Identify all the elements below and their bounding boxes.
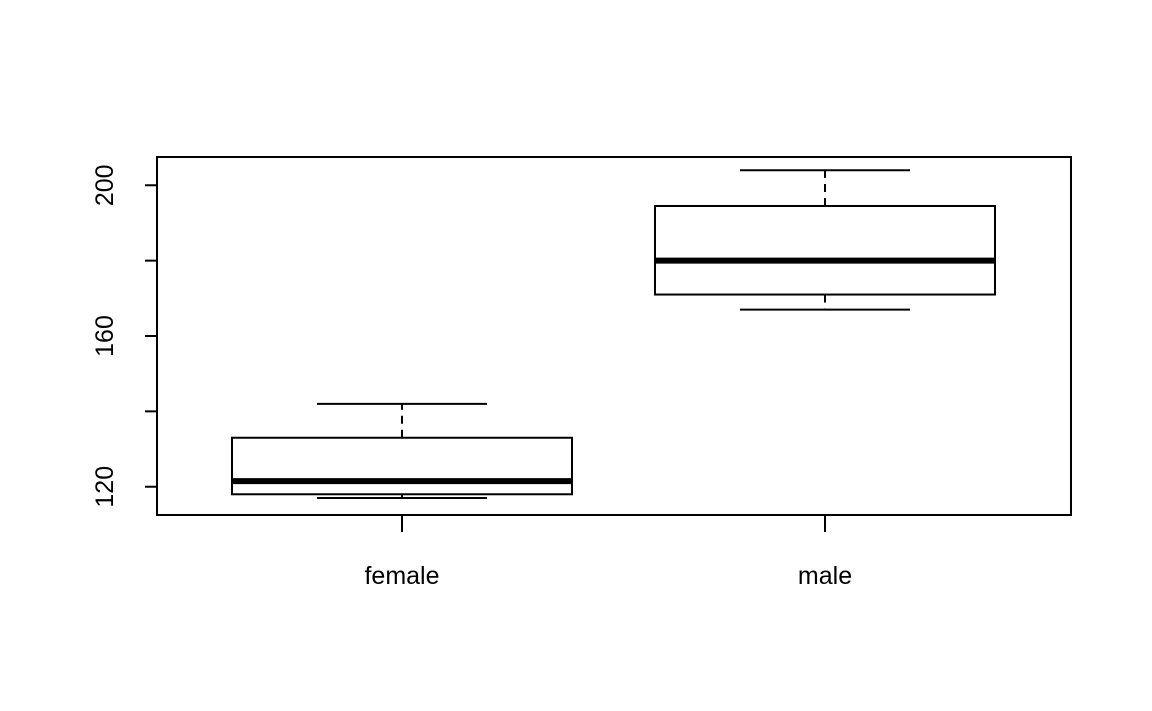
x-tick-label-male: male <box>798 562 852 590</box>
x-axis: female male <box>364 515 852 590</box>
box-male <box>654 169 996 311</box>
y-axis: 120 160 200 <box>91 164 158 508</box>
y-tick-label: 120 <box>91 466 119 508</box>
y-tick-label: 160 <box>91 315 119 357</box>
boxes-group <box>231 169 996 500</box>
x-tick-label-female: female <box>364 562 439 590</box>
y-tick-label: 200 <box>91 164 119 206</box>
box-female <box>231 402 573 500</box>
iqr-box <box>654 204 996 296</box>
iqr-box <box>231 436 573 496</box>
